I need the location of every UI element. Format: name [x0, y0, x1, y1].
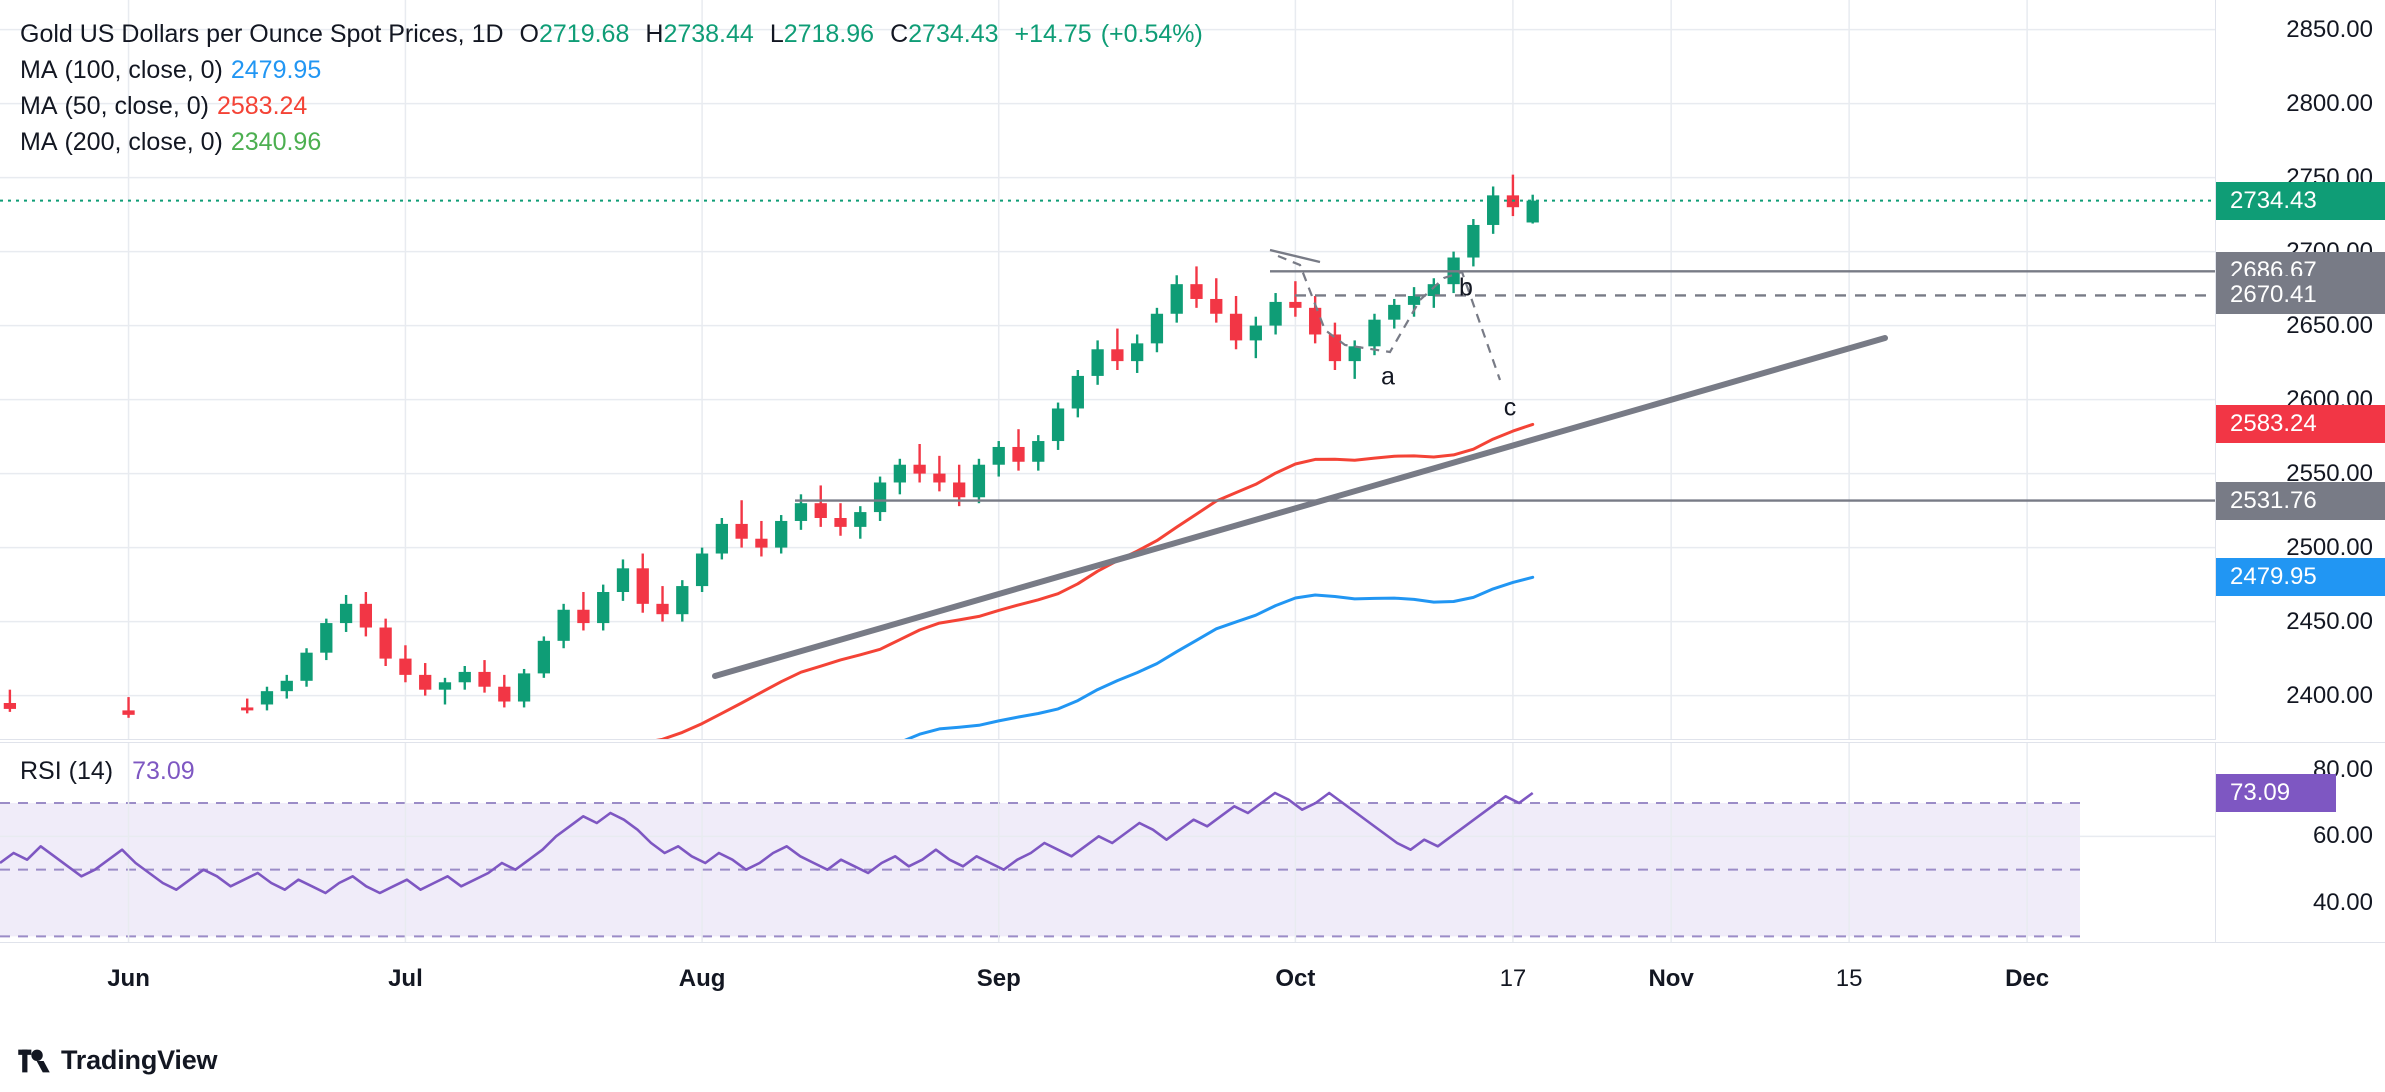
price-badge-ma-50[interactable]: 2583.24	[2216, 405, 2385, 444]
price-pane[interactable]: Gold US Dollars per Ounce Spot Prices, 1…	[0, 0, 2385, 740]
time-axis[interactable]: Jun Jul Aug Sep Oct 17 Nov 15 Dec	[0, 942, 2385, 1042]
price-badge-ma-100[interactable]: 2479.95	[2216, 558, 2385, 597]
tradingview-logo-icon	[18, 1049, 50, 1072]
price-axis[interactable]: 2850.00 2800.00 2750.00 2700.00 2650.00 2600.…	[2215, 0, 2385, 740]
time-axis-tick: Sep	[976, 965, 1021, 992]
rsi-value-badge[interactable]: 73.09	[2216, 773, 2336, 812]
wave-label-a: a	[1381, 362, 1395, 391]
time-axis-tick: Dec	[2005, 965, 2050, 992]
rsi-axis[interactable]: 80.00 60.00 40.00 73.09	[2215, 743, 2385, 942]
time-axis-tick: Jul	[388, 965, 423, 992]
time-axis-tick: Aug	[678, 965, 726, 992]
time-axis-tick: Nov	[1648, 965, 1694, 992]
rsi-pane[interactable]: RSI (14) 73.09 80.00 60.00 40.00 73.09	[0, 742, 2385, 942]
price-axis-tick: 2450.00	[2286, 607, 2373, 635]
price-badge-horizontal-line[interactable]: 2531.76	[2216, 481, 2385, 520]
price-axis-tick: 2500.00	[2286, 533, 2373, 561]
time-axis-tick: Oct	[1275, 965, 1316, 992]
time-axis-tick: 15	[1835, 965, 1863, 992]
tradingview-logo[interactable]: TradingView	[18, 1045, 218, 1076]
tradingview-logo-text: TradingView	[61, 1045, 218, 1075]
price-axis-tick: 2400.00	[2286, 681, 2373, 709]
time-axis-tick: 17	[1499, 965, 1527, 992]
price-axis-tick: 2800.00	[2286, 89, 2373, 117]
price-axis-tick: 2650.00	[2286, 311, 2373, 339]
wave-label-b: b	[1459, 273, 1473, 302]
time-axis-tick: Jun	[107, 965, 150, 992]
rsi-axis-tick: 40.00	[2312, 889, 2373, 916]
price-axis-tick: 2850.00	[2286, 15, 2373, 43]
price-series-canvas	[0, 0, 2215, 739]
rsi-axis-tick: 60.00	[2312, 822, 2373, 850]
rsi-series-canvas	[0, 743, 2215, 942]
price-badge-horizontal-line[interactable]: 2670.41	[2216, 276, 2385, 315]
wave-label-c: c	[1503, 393, 1517, 422]
rsi-plot-area[interactable]	[0, 743, 2215, 942]
price-plot-area[interactable]	[0, 0, 2215, 740]
price-badge-last-price[interactable]: 2734.43	[2216, 181, 2385, 220]
